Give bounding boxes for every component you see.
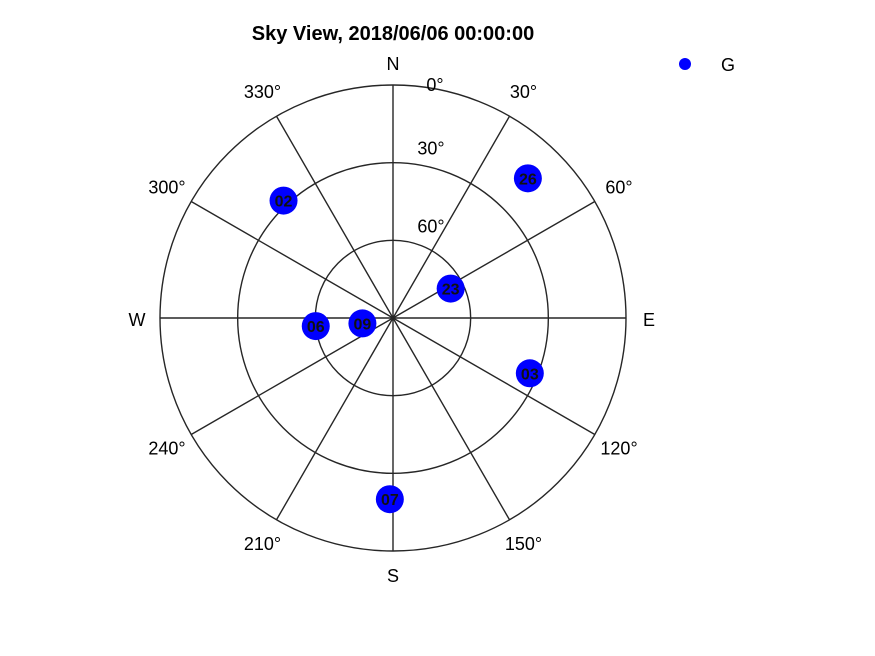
chart-title: Sky View, 2018/06/06 00:00:00 bbox=[252, 23, 534, 45]
satellite-marker bbox=[348, 309, 377, 338]
azimuth-tick-labels: 0° 30° 60° 120° 150° 210° 240° 300° 330° bbox=[148, 75, 637, 554]
azimuth-tick-label: 120° bbox=[600, 439, 637, 459]
azimuth-tick-label: 300° bbox=[148, 178, 185, 198]
azimuth-tick-label: 0° bbox=[426, 75, 443, 95]
elevation-ring-label: 60° bbox=[417, 216, 444, 236]
azimuth-spoke bbox=[275, 115, 394, 319]
azimuth-tick-label: 150° bbox=[505, 534, 542, 554]
cardinal-south: S bbox=[387, 566, 399, 586]
legend-marker bbox=[679, 58, 691, 70]
satellite-id-label: 23 bbox=[442, 282, 460, 299]
azimuth-spoke bbox=[392, 200, 596, 319]
satellite-marker bbox=[375, 485, 404, 514]
satellite-marker bbox=[515, 359, 544, 388]
azimuth-spoke bbox=[392, 317, 511, 521]
legend: G bbox=[679, 55, 735, 75]
azimuth-tick-label: 330° bbox=[244, 82, 281, 102]
elevation-ring-labels: 30° 60° bbox=[417, 139, 444, 237]
azimuth-tick-label: 60° bbox=[605, 178, 632, 198]
satellite-id-label: 03 bbox=[521, 366, 539, 383]
cardinal-north: N bbox=[387, 54, 400, 74]
azimuth-tick-label: 210° bbox=[244, 534, 281, 554]
azimuth-spoke bbox=[392, 317, 596, 436]
azimuth-spoke bbox=[392, 115, 511, 319]
satellite-marker bbox=[301, 312, 330, 341]
satellite-id-label: 09 bbox=[354, 316, 372, 333]
azimuth-tick-label: 240° bbox=[148, 439, 185, 459]
satellite-markers: 02 06 09 23 26 03 07 bbox=[269, 164, 544, 514]
legend-label: G bbox=[721, 55, 735, 75]
satellite-id-label: 07 bbox=[381, 492, 399, 509]
azimuth-spoke bbox=[275, 317, 394, 521]
cardinal-west: W bbox=[129, 310, 146, 330]
polar-grid bbox=[159, 84, 627, 552]
satellite-id-label: 02 bbox=[275, 194, 293, 211]
azimuth-tick-label: 30° bbox=[510, 82, 537, 102]
cardinal-east: E bbox=[643, 310, 655, 330]
azimuth-spoke bbox=[190, 317, 394, 436]
elevation-ring-label: 30° bbox=[417, 139, 444, 159]
satellite-id-label: 26 bbox=[519, 171, 537, 188]
satellite-marker bbox=[513, 164, 542, 193]
satellite-id-label: 06 bbox=[307, 319, 325, 336]
azimuth-spoke bbox=[190, 200, 394, 319]
satellite-marker bbox=[269, 186, 298, 215]
satellite-marker bbox=[436, 274, 465, 303]
